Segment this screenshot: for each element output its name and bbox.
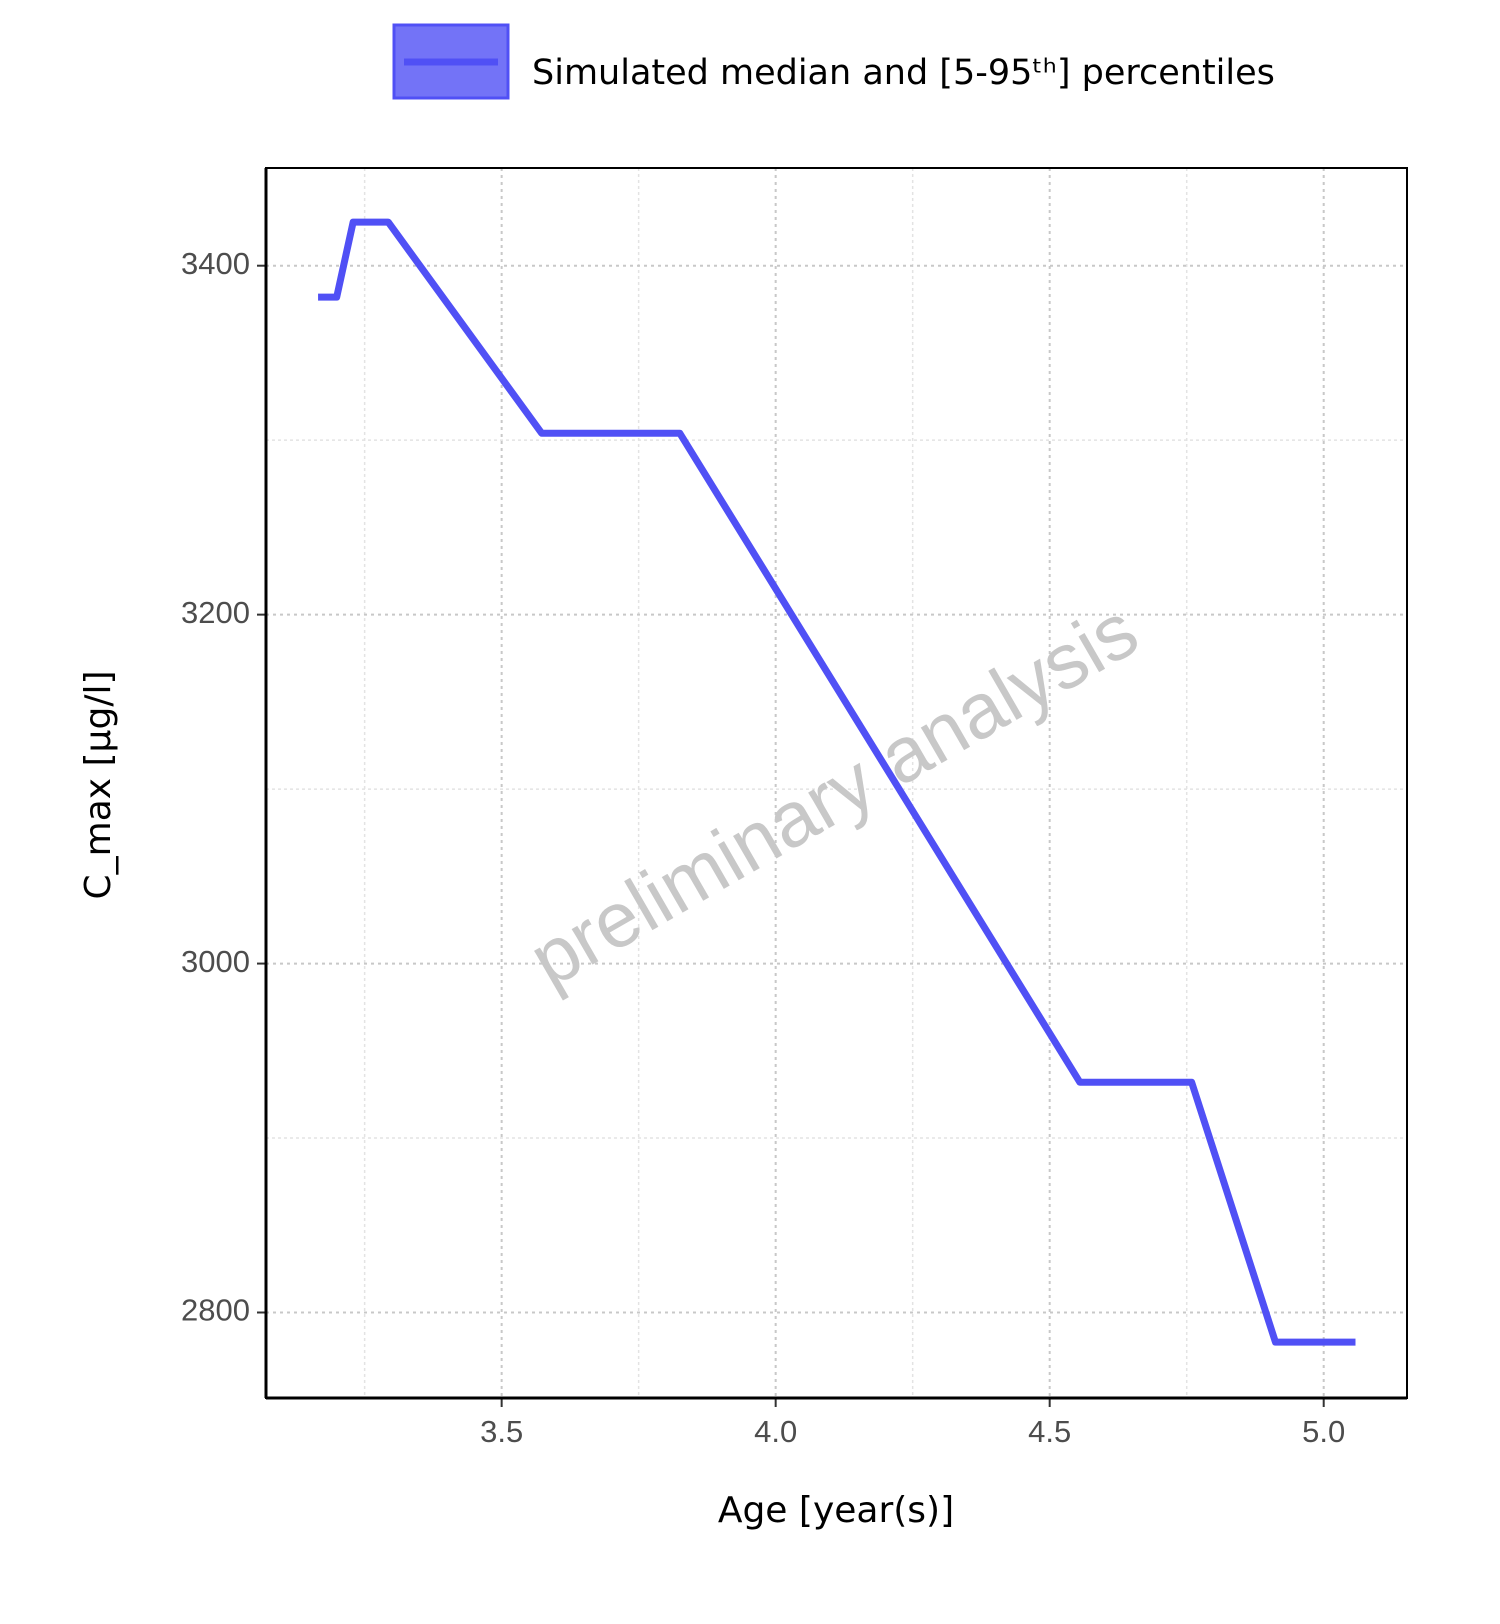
y-tick-label: 3000	[181, 944, 250, 979]
x-tick-label: 3.5	[480, 1414, 523, 1449]
y-tick-label: 3400	[181, 246, 250, 281]
x-tick-label: 4.5	[1028, 1414, 1071, 1449]
x-tick-label: 4.0	[754, 1414, 797, 1449]
y-tick-label: 3200	[181, 595, 250, 630]
x-tick-label: 5.0	[1302, 1414, 1345, 1449]
x-axis-title: Age [year(s)]	[718, 1490, 954, 1531]
y-axis-title: C_max [µg/l]	[78, 671, 119, 900]
legend-label: Simulated median and [5-95ᵗʰ] percentile…	[532, 53, 1275, 93]
watermark: preliminary analysis	[515, 585, 1152, 1004]
series-line	[318, 218, 1356, 1346]
y-tick-label: 2800	[181, 1293, 250, 1328]
